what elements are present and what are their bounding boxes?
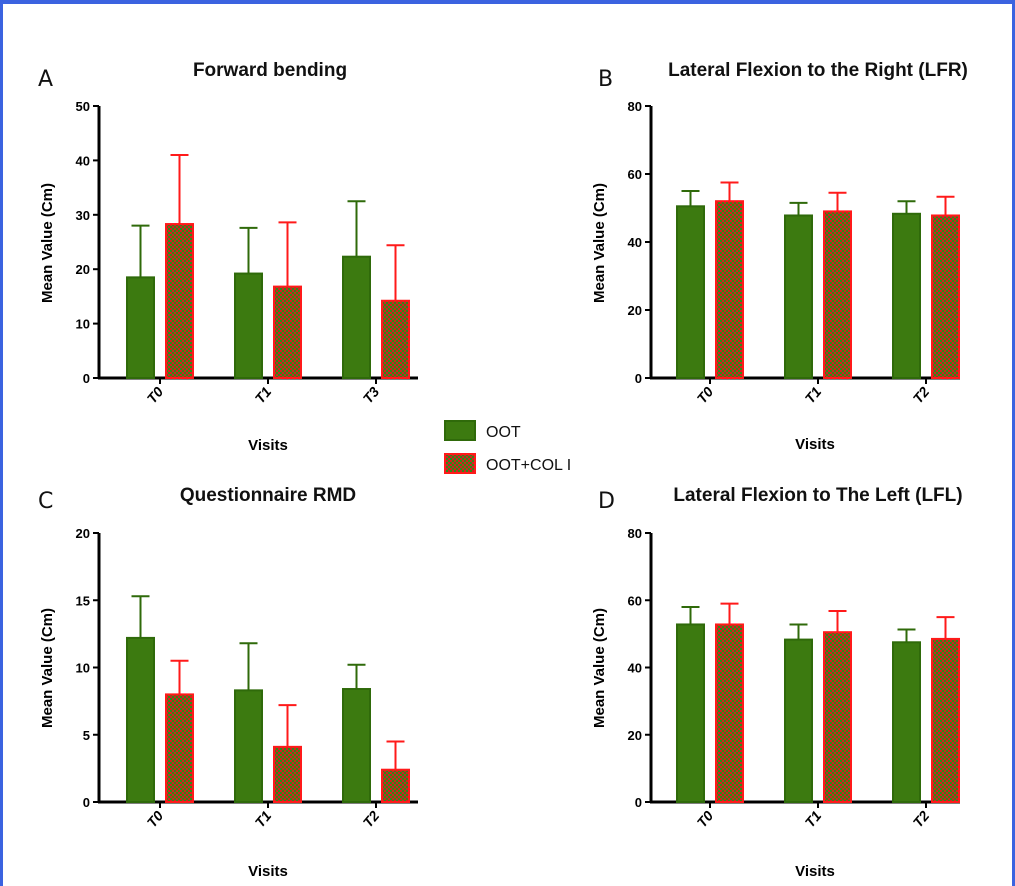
x-tick-label-d: T1 — [802, 807, 825, 830]
bar-oot-col-i-c-t1 — [273, 745, 302, 803]
chart-title-b: Lateral Flexion to the Right (LFR) — [668, 60, 968, 81]
y-tick-label-d: 60 — [628, 593, 642, 608]
bar-oot-c-t1 — [234, 689, 263, 803]
x-tick-label-c: T0 — [144, 807, 167, 830]
chart-title-c: Questionnaire RMD — [180, 485, 356, 506]
y-tick-label-c: 20 — [76, 526, 90, 541]
bar-oot-a-t0 — [126, 276, 155, 379]
bar-oot-col-i-b-t1 — [823, 210, 852, 379]
bar-oot-col-i-c-t2 — [381, 768, 410, 803]
bar-oot-c-t0 — [126, 636, 155, 803]
y-tick-label-b: 80 — [628, 99, 642, 114]
y-tick-label-d: 80 — [628, 526, 642, 541]
legend: OOT OOT+COL I — [444, 420, 571, 474]
x-tick-label-c: T1 — [252, 807, 275, 830]
x-tick-label-a: T0 — [144, 383, 167, 406]
x-tick-label-d: T0 — [694, 807, 717, 830]
y-tick-label-a: 0 — [83, 371, 90, 386]
y-axis-label-c: Mean Value (Cm) — [39, 608, 56, 728]
y-tick-label-b: 0 — [635, 371, 642, 386]
y-tick-label-d: 20 — [628, 728, 642, 743]
panel-letter-d: D — [598, 489, 615, 514]
panel-a: A Forward bending Mean Value (Cm) Visits… — [38, 60, 418, 454]
panel-letter-a: A — [38, 67, 53, 92]
bar-oot-a-t1 — [234, 272, 263, 379]
y-tick-label-a: 50 — [76, 99, 90, 114]
x-axis-label-d: Visits — [795, 863, 835, 880]
y-tick-label-a: 10 — [76, 317, 90, 332]
bar-oot-col-i-b-t2 — [931, 214, 960, 379]
bar-oot-d-t2 — [892, 641, 921, 803]
bar-oot-col-i-d-t1 — [823, 631, 852, 803]
panel-d: D Lateral Flexion to The Left (LFL) Mean… — [591, 485, 963, 880]
y-tick-label-b: 60 — [628, 167, 642, 182]
bar-oot-col-i-a-t1 — [273, 285, 302, 379]
y-tick-label-a: 30 — [76, 208, 90, 223]
x-tick-label-d: T2 — [910, 807, 933, 830]
y-axis-label-a: Mean Value (Cm) — [39, 183, 56, 303]
x-tick-label-b: T0 — [694, 383, 717, 406]
x-axis-label-c: Visits — [248, 863, 288, 880]
y-tick-label-d: 0 — [635, 795, 642, 810]
y-tick-label-c: 10 — [76, 661, 90, 676]
y-tick-label-a: 20 — [76, 262, 90, 277]
x-tick-label-b: T1 — [802, 383, 825, 406]
chart-title-d: Lateral Flexion to The Left (LFL) — [673, 485, 962, 506]
y-tick-label-c: 0 — [83, 795, 90, 810]
x-tick-label-a: T1 — [252, 383, 275, 406]
y-axis-label-d: Mean Value (Cm) — [591, 608, 608, 728]
bar-oot-d-t0 — [676, 623, 705, 804]
x-tick-label-a: T3 — [360, 383, 383, 406]
plot-area-d: 0 20 40 60 80 T0 T1 T2 — [628, 526, 960, 830]
y-axis-label-b: Mean Value (Cm) — [591, 183, 608, 303]
plot-area-c: 0 5 10 15 20 T0 T1 T2 — [76, 526, 418, 830]
legend-label-oot: OOT — [486, 424, 521, 441]
panel-letter-b: B — [598, 67, 613, 92]
legend-item-oot: OOT — [444, 420, 521, 441]
y-tick-label-b: 20 — [628, 303, 642, 318]
plot-area-a: 0 10 20 30 40 50 T0 T1 T3 — [76, 99, 418, 406]
legend-label-oot-col-i: OOT+COL I — [486, 457, 571, 474]
bar-oot-b-t1 — [784, 214, 813, 379]
y-tick-label-b: 40 — [628, 235, 642, 250]
bar-oot-b-t2 — [892, 212, 921, 379]
x-tick-label-c: T2 — [360, 807, 383, 830]
bar-oot-col-i-a-t0 — [165, 223, 194, 379]
bar-oot-a-t3 — [342, 255, 371, 379]
bar-oot-col-i-b-t0 — [715, 200, 744, 379]
x-tick-label-b: T2 — [910, 383, 933, 406]
panel-letter-c: C — [38, 489, 53, 514]
plot-area-b: 0 20 40 60 80 T0 T1 T2 — [628, 99, 960, 406]
y-tick-label-d: 40 — [628, 661, 642, 676]
legend-swatch-oot-col-i — [444, 453, 476, 474]
bar-oot-b-t0 — [676, 205, 705, 379]
legend-swatch-oot — [444, 420, 476, 441]
bar-oot-c-t2 — [342, 688, 371, 804]
bar-oot-col-i-d-t2 — [931, 637, 960, 804]
chart-title-a: Forward bending — [193, 60, 347, 81]
panel-c: C Questionnaire RMD Mean Value (Cm) Visi… — [38, 485, 418, 880]
y-tick-label-c: 5 — [83, 728, 90, 743]
panel-b: B Lateral Flexion to the Right (LFR) Mea… — [591, 60, 968, 453]
bar-oot-d-t1 — [784, 638, 813, 803]
y-tick-label-c: 15 — [76, 593, 90, 608]
x-axis-label-a: Visits — [248, 437, 288, 454]
bar-oot-col-i-c-t0 — [165, 693, 194, 804]
x-axis-label-b: Visits — [795, 436, 835, 453]
bar-oot-col-i-a-t3 — [381, 299, 410, 380]
legend-item-oot-col-i: OOT+COL I — [444, 453, 571, 474]
y-tick-label-a: 40 — [76, 153, 90, 168]
bar-oot-col-i-d-t0 — [715, 623, 744, 804]
